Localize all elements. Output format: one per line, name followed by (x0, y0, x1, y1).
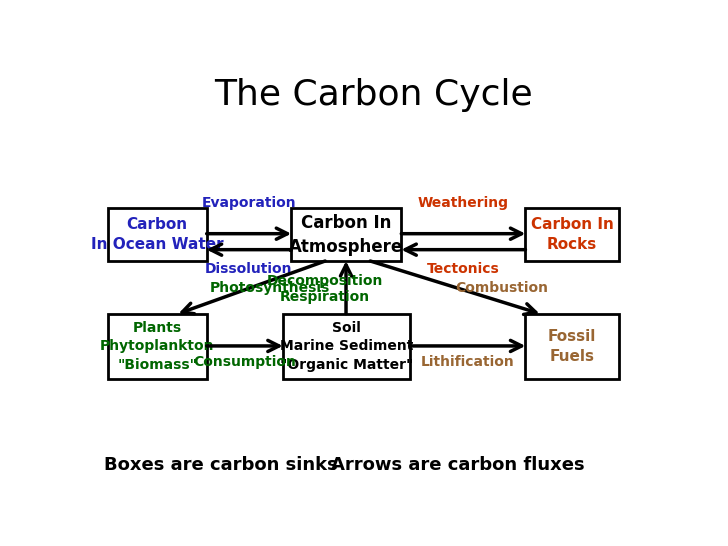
Text: Tectonics: Tectonics (427, 263, 499, 276)
Text: Decomposition
Respiration: Decomposition Respiration (267, 274, 384, 304)
FancyBboxPatch shape (526, 209, 619, 261)
FancyBboxPatch shape (291, 209, 401, 261)
Text: Dissolution: Dissolution (205, 263, 293, 276)
Text: Combustion: Combustion (455, 281, 548, 295)
Text: Fossil
Fuels: Fossil Fuels (547, 329, 596, 364)
Text: Plants
Phytoplankton
"Biomass": Plants Phytoplankton "Biomass" (100, 321, 215, 371)
Text: Boxes are carbon sinks: Boxes are carbon sinks (104, 456, 338, 474)
Text: Lithification: Lithification (421, 355, 515, 369)
Text: Soil
Marine Sediment
"Organic Matter": Soil Marine Sediment "Organic Matter" (280, 321, 413, 371)
FancyBboxPatch shape (108, 313, 207, 379)
FancyBboxPatch shape (283, 313, 410, 379)
Text: Arrows are carbon fluxes: Arrows are carbon fluxes (331, 456, 585, 474)
Text: Carbon In
Rocks: Carbon In Rocks (531, 217, 614, 252)
FancyBboxPatch shape (108, 209, 207, 261)
Text: The Carbon Cycle: The Carbon Cycle (214, 78, 532, 112)
FancyBboxPatch shape (526, 313, 619, 379)
Text: Consumption: Consumption (194, 355, 296, 369)
Text: Evaporation: Evaporation (202, 197, 296, 210)
Text: Photosynthesis: Photosynthesis (210, 281, 330, 295)
Text: Carbon In
Atmosphere: Carbon In Atmosphere (289, 214, 403, 256)
Text: Carbon
In Ocean Water: Carbon In Ocean Water (91, 217, 223, 252)
Text: Weathering: Weathering (418, 197, 509, 210)
